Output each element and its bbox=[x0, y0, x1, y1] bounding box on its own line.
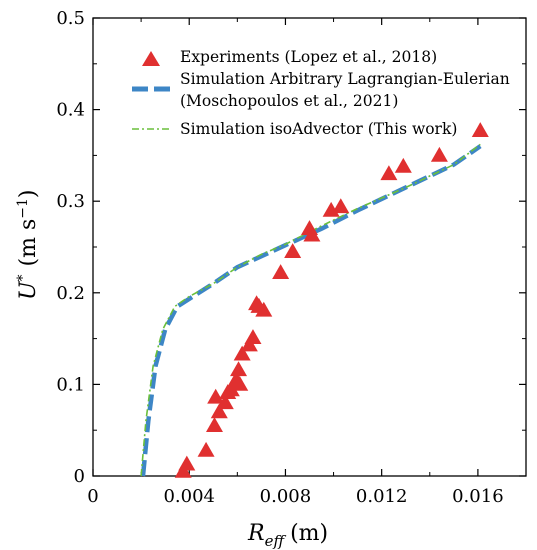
y-tick-label: 0.1 bbox=[56, 374, 85, 395]
legend-marker-experiments bbox=[142, 51, 160, 66]
experiment-point bbox=[222, 381, 240, 397]
y-tick-label: 0.2 bbox=[56, 283, 85, 304]
x-tick-label: 0.012 bbox=[356, 486, 408, 507]
legend-label-experiments: Experiments (Lopez et al., 2018) bbox=[180, 48, 437, 66]
y-tick-label: 0.3 bbox=[56, 191, 85, 212]
experiment-point bbox=[255, 301, 273, 317]
experiment-point bbox=[207, 388, 225, 404]
legend-label-ale-line2: (Moschopoulos et al., 2021) bbox=[180, 92, 398, 110]
series-line-ale bbox=[140, 144, 482, 477]
experiment-point bbox=[244, 329, 262, 345]
experiment-point bbox=[231, 375, 249, 391]
x-axis-title-unit: (m) bbox=[290, 521, 328, 546]
y-tick-label: 0.5 bbox=[56, 8, 85, 29]
y-axis-title-unit: (m s bbox=[16, 219, 41, 267]
y-axis-title-main: U bbox=[16, 280, 41, 300]
y-axis-title-unit-exp: −1 bbox=[15, 198, 31, 219]
series-line-isoadvector bbox=[140, 143, 481, 477]
x-axis-title-sub: eff bbox=[265, 532, 287, 550]
experiment-point bbox=[230, 361, 248, 377]
experiment-point bbox=[210, 403, 228, 419]
experiment-point bbox=[216, 394, 234, 410]
x-axis-title: Reff (m) bbox=[247, 521, 328, 550]
series-layer bbox=[140, 122, 489, 478]
experiment-point bbox=[197, 441, 215, 457]
legend-label-isoadvector: Simulation isoAdvector (This work) bbox=[180, 120, 457, 138]
y-tick-label: 0 bbox=[74, 466, 85, 487]
experiment-point bbox=[471, 122, 489, 138]
x-tick-label: 0.016 bbox=[452, 486, 504, 507]
x-tick-label: 0.008 bbox=[260, 486, 312, 507]
y-axis-title: U* (m s−1) bbox=[15, 189, 41, 300]
experiment-point bbox=[430, 146, 448, 162]
legend-label-ale-line1: Simulation Arbitrary Lagrangian-Eulerian bbox=[180, 70, 510, 88]
legend: Experiments (Lopez et al., 2018) Simulat… bbox=[132, 48, 510, 138]
experiment-point bbox=[394, 157, 412, 173]
y-axis-title-unit-close: ) bbox=[16, 189, 41, 198]
x-tick-label: 0 bbox=[87, 486, 98, 507]
experiment-point bbox=[380, 165, 398, 181]
x-tick-label: 0.004 bbox=[163, 486, 215, 507]
experiment-point bbox=[272, 264, 290, 280]
experiment-point bbox=[233, 345, 251, 361]
y-tick-label: 0.4 bbox=[56, 100, 85, 121]
experiment-point bbox=[284, 243, 302, 258]
y-axis-title-sup: * bbox=[15, 274, 31, 281]
experiment-point bbox=[205, 417, 223, 432]
experiment-point bbox=[303, 226, 321, 242]
axis-ticks: 0 0.004 0.008 0.012 0.016 0 0.1 0.2 0.3 0.4 0.5 bbox=[56, 8, 526, 507]
experiment-point bbox=[178, 455, 196, 471]
x-axis-title-main: R bbox=[247, 521, 265, 546]
experiment-point bbox=[332, 198, 350, 214]
